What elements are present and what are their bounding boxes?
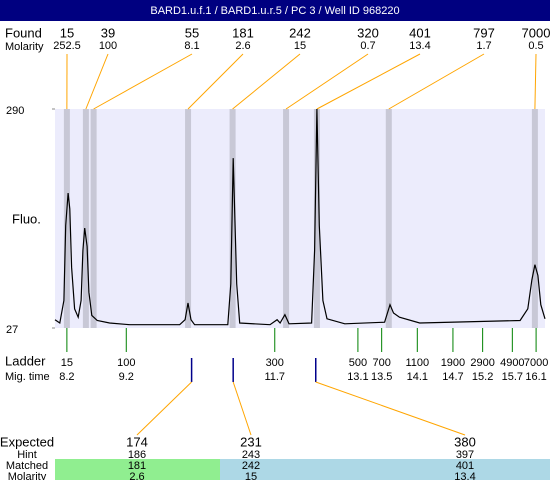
found-molarity: 8.1	[184, 40, 199, 52]
found-size: 181	[232, 25, 254, 40]
found-molarity: 2.6	[235, 40, 250, 52]
peak-band	[313, 109, 320, 328]
matched-bg	[220, 459, 550, 480]
found-size: 39	[101, 25, 115, 40]
ladder-time: 15.2	[472, 371, 493, 383]
peak-band	[90, 109, 97, 328]
found-molarity-label: Molarity	[5, 41, 44, 53]
peak-band	[283, 109, 290, 328]
found-size: 15	[60, 25, 74, 40]
ladder-size: 500	[349, 357, 367, 369]
ladder-size: 2900	[470, 357, 494, 369]
found-connector	[388, 53, 485, 110]
found-molarity: 13.4	[409, 40, 430, 52]
expected-size: 380	[454, 434, 476, 449]
trace	[54, 108, 546, 326]
plot-area	[55, 109, 545, 328]
found-connector	[85, 53, 109, 110]
y-label: Fluo.	[12, 211, 41, 226]
found-size: 242	[289, 25, 311, 40]
ladder-time: 9.2	[119, 371, 134, 383]
ladder-size: 4900	[500, 357, 524, 369]
hint: 186	[128, 449, 146, 461]
found-molarity: 0.5	[528, 40, 543, 52]
found-connector	[534, 53, 537, 110]
peak-band	[385, 109, 392, 328]
expected-molarity: 15	[245, 471, 257, 480]
found-size: 55	[185, 25, 199, 40]
matched: 401	[456, 460, 474, 472]
ladder-time: 8.2	[59, 371, 74, 383]
found-molarity: 1.7	[476, 40, 491, 52]
ladder-size: 1100	[405, 357, 429, 369]
y-tick-label: 27	[6, 324, 18, 336]
found-connector	[316, 53, 421, 110]
expected-connector	[315, 381, 466, 436]
expected-molarity: 13.4	[454, 471, 475, 480]
found-connector	[93, 53, 193, 110]
ladder-size: 7000	[524, 357, 548, 369]
found-connector	[187, 53, 244, 110]
matched-label: Matched	[6, 460, 48, 472]
ladder-size: 1900	[441, 357, 465, 369]
found-molarity: 0.7	[360, 40, 375, 52]
found-size: 7000	[522, 25, 550, 40]
expected-molarity-label: Molarity	[8, 471, 47, 480]
hint-label: Hint	[17, 449, 37, 461]
expected-connector	[232, 381, 252, 436]
ladder-time: 13.5	[371, 371, 392, 383]
title-bar	[0, 0, 550, 21]
expected-molarity: 2.6	[129, 471, 144, 480]
peak-band	[185, 109, 192, 328]
ladder-label: Ladder	[5, 353, 46, 368]
ladder-size: 700	[372, 357, 390, 369]
matched: 181	[128, 460, 146, 472]
peak-band	[82, 109, 89, 328]
matched-bg	[55, 459, 220, 480]
found-size: 320	[357, 25, 379, 40]
found-connector	[285, 53, 369, 110]
ladder-time: 14.1	[407, 371, 428, 383]
expected-size: 231	[240, 434, 262, 449]
found-molarity: 15	[294, 40, 306, 52]
expected-connector	[136, 381, 192, 436]
peak-band	[63, 109, 70, 328]
ladder-size: 15	[61, 357, 73, 369]
expected-label: Expected	[0, 434, 54, 449]
found-size: 401	[409, 25, 431, 40]
ladder-time: 16.1	[525, 371, 546, 383]
ladder-time: 11.7	[264, 371, 285, 383]
found-size: 797	[473, 25, 495, 40]
found-molarity: 252.5	[53, 40, 81, 52]
found-label: Found	[5, 25, 42, 40]
matched: 242	[242, 460, 260, 472]
hint: 243	[242, 449, 260, 461]
ladder-size: 300	[266, 357, 284, 369]
expected-size: 174	[126, 434, 148, 449]
ladder-time: 14.7	[442, 371, 463, 383]
found-connector	[232, 53, 301, 110]
ladder-time: 13.1	[347, 371, 368, 383]
peak-band	[531, 109, 538, 328]
hint: 397	[456, 449, 474, 461]
found-molarity: 100	[99, 40, 117, 52]
ladder-size: 100	[117, 357, 135, 369]
ladder-time: 15.7	[502, 371, 523, 383]
ladder-time-label: Mig. time	[5, 371, 50, 383]
title: BARD1.u.f.1 / BARD1.u.r.5 / PC 3 / Well …	[150, 5, 399, 17]
y-tick-label: 290	[6, 105, 24, 117]
